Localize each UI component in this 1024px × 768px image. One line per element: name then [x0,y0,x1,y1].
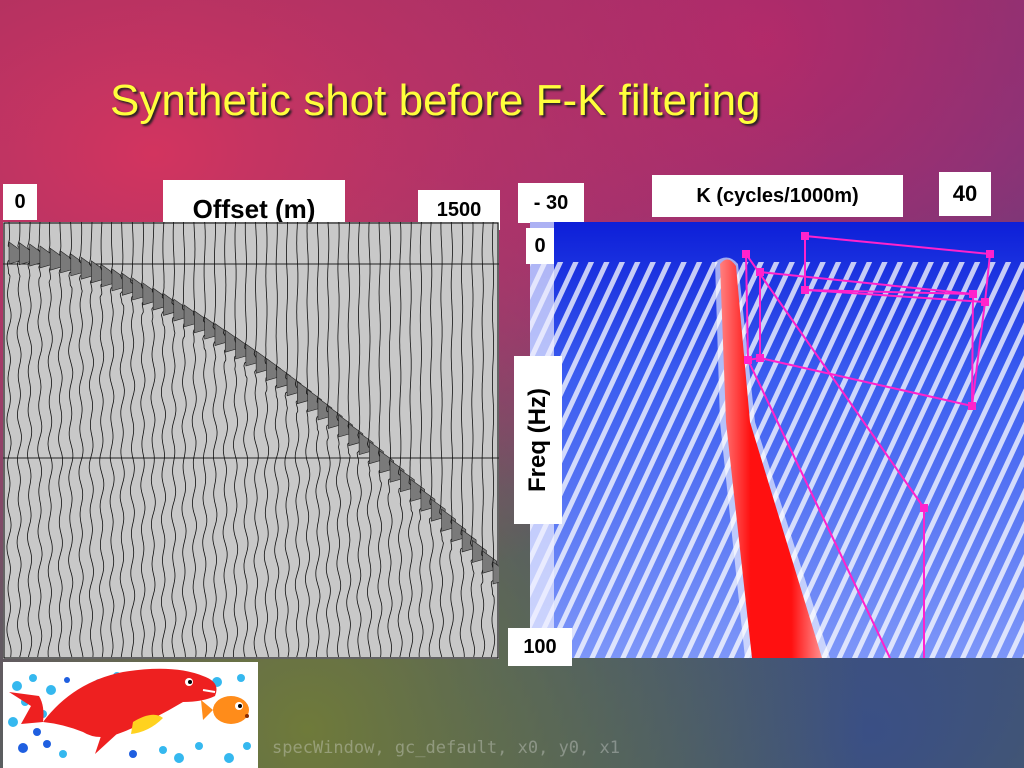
seismic-trace [397,222,409,658]
seismic-trace [449,222,462,658]
k-start-label: - 30 [518,183,584,223]
seismic-trace [181,222,194,658]
offset-start-label: 0 [3,184,37,220]
seismic-trace [428,222,440,658]
seismic-trace [150,222,164,658]
seismic-trace [88,222,101,658]
seismic-trace [37,222,50,658]
fk-polygon-vertices [742,232,994,512]
seismic-trace [263,222,276,658]
seismic-trace [243,222,255,658]
seismic-shot-gather [3,222,499,659]
seismic-trace [99,222,112,658]
seismic-trace [16,222,29,658]
seismic-trace [191,222,204,658]
seismic-trace [6,222,19,658]
seismic-trace [78,222,90,658]
k-axis-label: K (cycles/1000m) [652,175,903,217]
fk-energy-fan [720,259,822,658]
background-code-text: specWindow, gc_default, x0, y0, x1 [272,738,620,758]
seismic-trace [232,222,246,658]
seismic-trace [469,222,482,658]
seismic-trace [408,222,421,658]
seismic-trace [68,222,80,658]
slide-title: Synthetic shot before F-K filtering [110,76,761,125]
seismic-trace [480,222,493,658]
seismic-trace [222,222,236,658]
seismic-trace [377,222,390,658]
seismic-trace [119,222,132,658]
seismic-trace [160,222,173,658]
seismic-trace [387,222,400,658]
seismic-trace [284,222,296,658]
freq-axis-label: Freq (Hz) [514,356,562,524]
k-end-label: 40 [939,172,991,216]
seismic-trace [325,222,337,658]
seismic-trace [315,222,328,658]
seismic-trace [274,222,287,657]
seismic-frame [3,222,499,659]
freq-axis-text: Freq (Hz) [524,388,551,492]
seismic-trace [47,222,61,658]
seismic-trace [335,222,348,658]
seismic-trace [253,222,266,658]
fk-filter-polygons [745,234,992,658]
seismic-trace [212,222,224,658]
seismic-trace [490,222,499,658]
seismic-trace [304,222,318,658]
seismic-trace [438,222,451,658]
seismic-trace [294,222,307,658]
seismic-trace [27,222,39,658]
seismic-trace [109,222,122,658]
seismic-trace [57,222,70,658]
seismic-trace [459,222,471,658]
seismic-trace [202,222,214,658]
seismic-trace [171,222,183,658]
fish-clipart-icon [3,662,258,768]
seismic-first-break [492,561,499,585]
freq-start-label: 0 [526,228,554,264]
seismic-trace [366,222,379,657]
seismic-trace [418,222,431,658]
freq-end-label: 100 [508,628,572,666]
fk-spectrum-plot [530,222,1024,658]
